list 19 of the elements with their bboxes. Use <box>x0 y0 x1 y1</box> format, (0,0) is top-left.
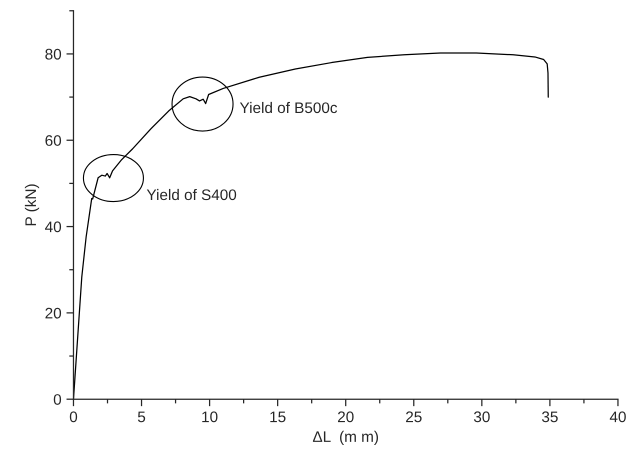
annotation: Yield of S400 <box>146 188 236 200</box>
x-tick-label: 25 <box>406 411 422 422</box>
y-tick-label: 60 <box>45 135 62 146</box>
y-tick-label: 80 <box>45 48 62 60</box>
y-tick-label: 0 <box>54 394 62 405</box>
y-tick-label: 20 <box>45 308 62 319</box>
x-tick-label: 35 <box>542 411 558 422</box>
x-tick-label: 0 <box>70 411 78 422</box>
x-tick-label: 10 <box>202 411 218 422</box>
x-tick-label: 5 <box>138 412 146 422</box>
x-tick-label: 40 <box>610 411 626 422</box>
y-axis-title: P (kN) <box>24 184 40 226</box>
x-tick-label: 20 <box>338 411 354 422</box>
x-tick-label: 30 <box>474 411 490 422</box>
x-tick-label: 15 <box>270 412 286 422</box>
line-series <box>73 52 549 400</box>
annotation: Yield of B500c <box>240 102 338 114</box>
y-tick-label: 40 <box>45 221 62 232</box>
x-axis-title: ΔL (m m) <box>312 430 378 446</box>
